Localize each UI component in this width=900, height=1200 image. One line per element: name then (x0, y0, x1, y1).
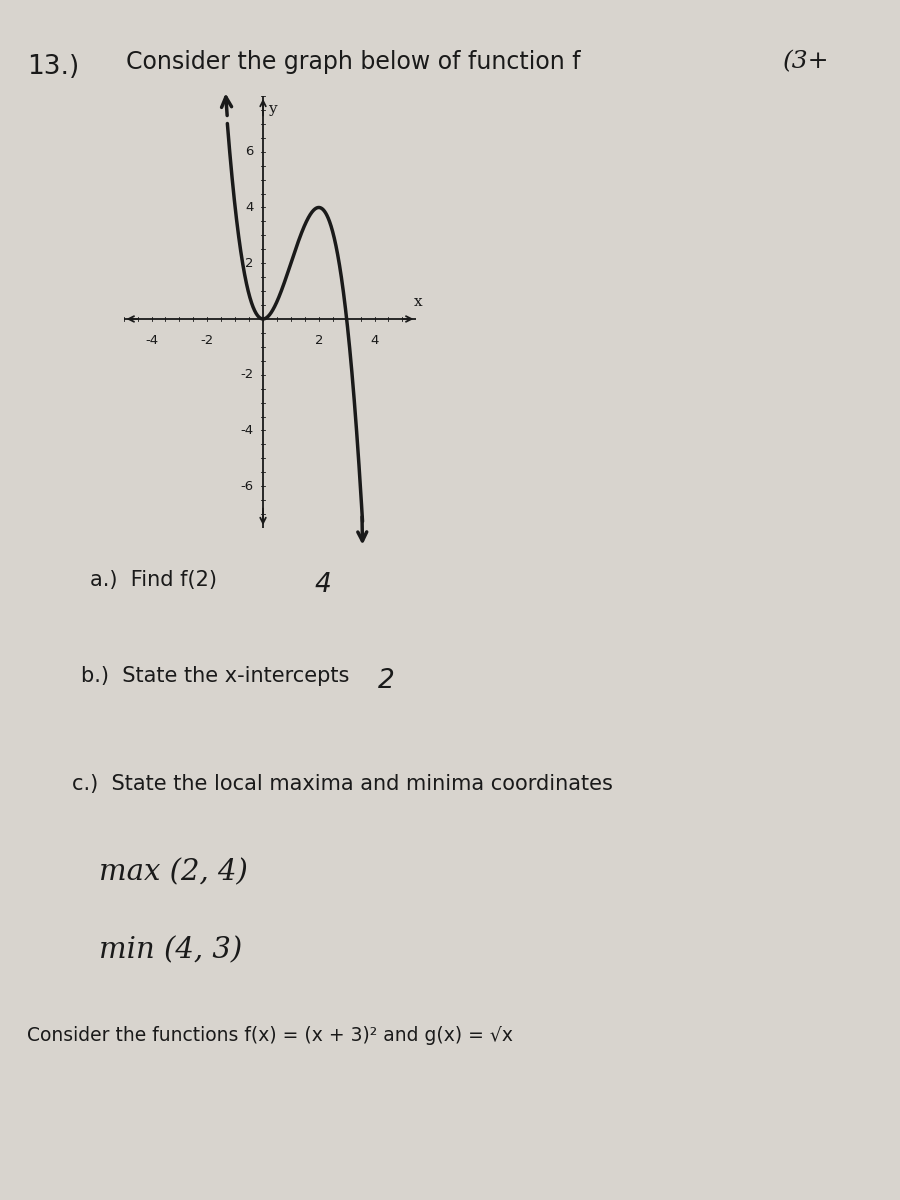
Text: 4: 4 (245, 200, 253, 214)
Text: 2: 2 (314, 335, 323, 347)
Text: -6: -6 (240, 480, 253, 493)
Text: Consider the functions f(x) = (x + 3)² and g(x) = √x: Consider the functions f(x) = (x + 3)² a… (27, 1026, 513, 1045)
Text: (3+: (3+ (783, 50, 830, 73)
Text: 4: 4 (315, 572, 332, 599)
Text: 2: 2 (378, 668, 395, 695)
Text: c.)  State the local maxima and minima coordinates: c.) State the local maxima and minima co… (72, 774, 613, 794)
Text: 4: 4 (370, 335, 379, 347)
Text: 6: 6 (245, 145, 253, 158)
Text: -4: -4 (240, 424, 253, 437)
Text: 13.): 13.) (27, 54, 79, 80)
Text: min (4, 3): min (4, 3) (99, 936, 242, 964)
Text: a.)  Find f(2): a.) Find f(2) (90, 570, 217, 590)
Text: Consider the graph below of function f: Consider the graph below of function f (126, 50, 580, 74)
Text: y: y (268, 102, 276, 115)
Text: max (2, 4): max (2, 4) (99, 858, 248, 886)
Text: 2: 2 (245, 257, 253, 270)
Text: -2: -2 (201, 335, 214, 347)
Text: x: x (413, 295, 422, 310)
Text: -2: -2 (240, 368, 253, 382)
Text: b.)  State the x-intercepts: b.) State the x-intercepts (81, 666, 349, 686)
Text: -4: -4 (145, 335, 158, 347)
